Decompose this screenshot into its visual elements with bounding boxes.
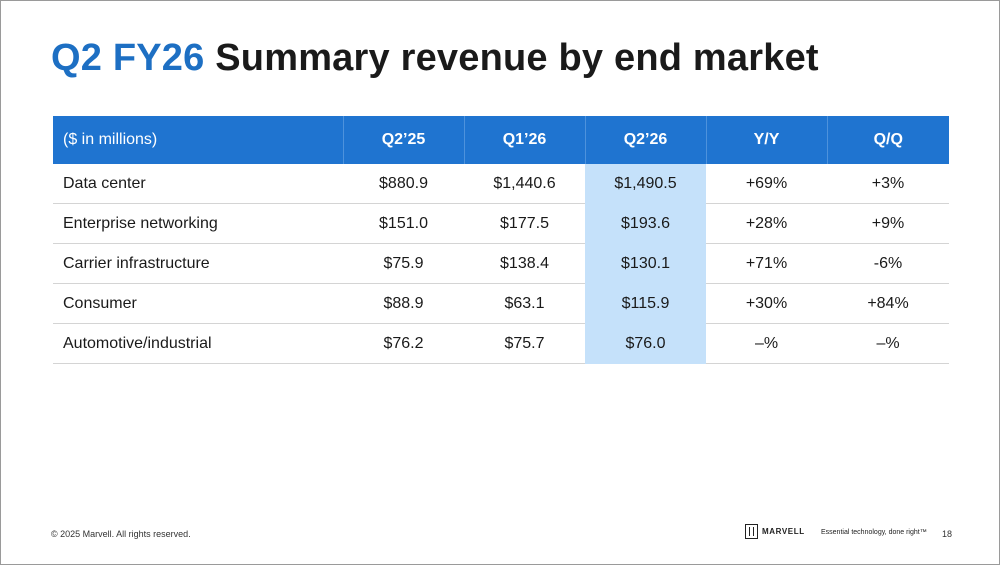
table-cell: $1,440.6 xyxy=(464,164,585,204)
column-header: Q1’26 xyxy=(464,116,586,164)
revenue-table: ($ in millions) Q2’25 Q1’26 Q2’26 Y/Y Q/… xyxy=(53,116,949,364)
row-label: Carrier infrastructure xyxy=(53,243,343,284)
table-row: Automotive/industrial $76.2 $75.7 $76.0 … xyxy=(53,323,949,364)
table-cell: $76.2 xyxy=(343,323,464,364)
table-cell: +84% xyxy=(827,283,949,324)
table-cell: +71% xyxy=(706,243,827,284)
table-row: Consumer $88.9 $63.1 $115.9 +30% +84% xyxy=(53,283,949,324)
highlighted-cell: $193.6 xyxy=(585,203,706,244)
title-main: Summary revenue by end market xyxy=(215,37,819,79)
column-header: Q2’25 xyxy=(343,116,465,164)
table-cell: +30% xyxy=(706,283,827,324)
page-number: 18 xyxy=(942,529,953,539)
table-cell: $138.4 xyxy=(464,243,585,284)
page-title: Q2 FY26 Summary revenue by end market xyxy=(51,37,819,80)
table-cell: $880.9 xyxy=(343,164,464,204)
table-cell: +69% xyxy=(706,164,827,204)
table-cell: –% xyxy=(827,323,949,364)
table-cell: $177.5 xyxy=(464,203,585,244)
table-cell: –% xyxy=(706,323,827,364)
copyright-text: © 2025 Marvell. All rights reserved. xyxy=(51,529,191,539)
row-label: Enterprise networking xyxy=(53,203,343,244)
table-cell: +28% xyxy=(706,203,827,244)
table-cell: +3% xyxy=(827,164,949,204)
highlighted-cell: $1,490.5 xyxy=(585,164,706,204)
table-row: Carrier infrastructure $75.9 $138.4 $130… xyxy=(53,243,949,284)
highlighted-cell: $115.9 xyxy=(585,283,706,324)
table-cell: $151.0 xyxy=(343,203,464,244)
column-header: Y/Y xyxy=(706,116,828,164)
row-label: Consumer xyxy=(53,283,343,324)
table-cell: $75.9 xyxy=(343,243,464,284)
title-accent: Q2 FY26 xyxy=(51,37,205,79)
table-cell: $63.1 xyxy=(464,283,585,324)
tagline: Essential technology, done right™ xyxy=(821,529,927,536)
marvell-logo: MARVELL xyxy=(745,524,805,539)
column-header: Q2’26 xyxy=(585,116,707,164)
table-cell: +9% xyxy=(827,203,949,244)
row-label: Automotive/industrial xyxy=(53,323,343,364)
table-cell: $88.9 xyxy=(343,283,464,324)
column-header: ($ in millions) xyxy=(53,116,344,164)
row-label: Data center xyxy=(53,164,343,204)
highlighted-cell: $130.1 xyxy=(585,243,706,284)
table-cell: -6% xyxy=(827,243,949,284)
table-row: Data center $880.9 $1,440.6 $1,490.5 +69… xyxy=(53,164,949,204)
marvell-logo-icon xyxy=(745,524,758,539)
highlighted-cell: $76.0 xyxy=(585,323,706,364)
column-header: Q/Q xyxy=(827,116,949,164)
logo-wordmark: MARVELL xyxy=(762,527,805,536)
table-header-row: ($ in millions) Q2’25 Q1’26 Q2’26 Y/Y Q/… xyxy=(53,116,949,164)
table-row: Enterprise networking $151.0 $177.5 $193… xyxy=(53,203,949,244)
table-cell: $75.7 xyxy=(464,323,585,364)
